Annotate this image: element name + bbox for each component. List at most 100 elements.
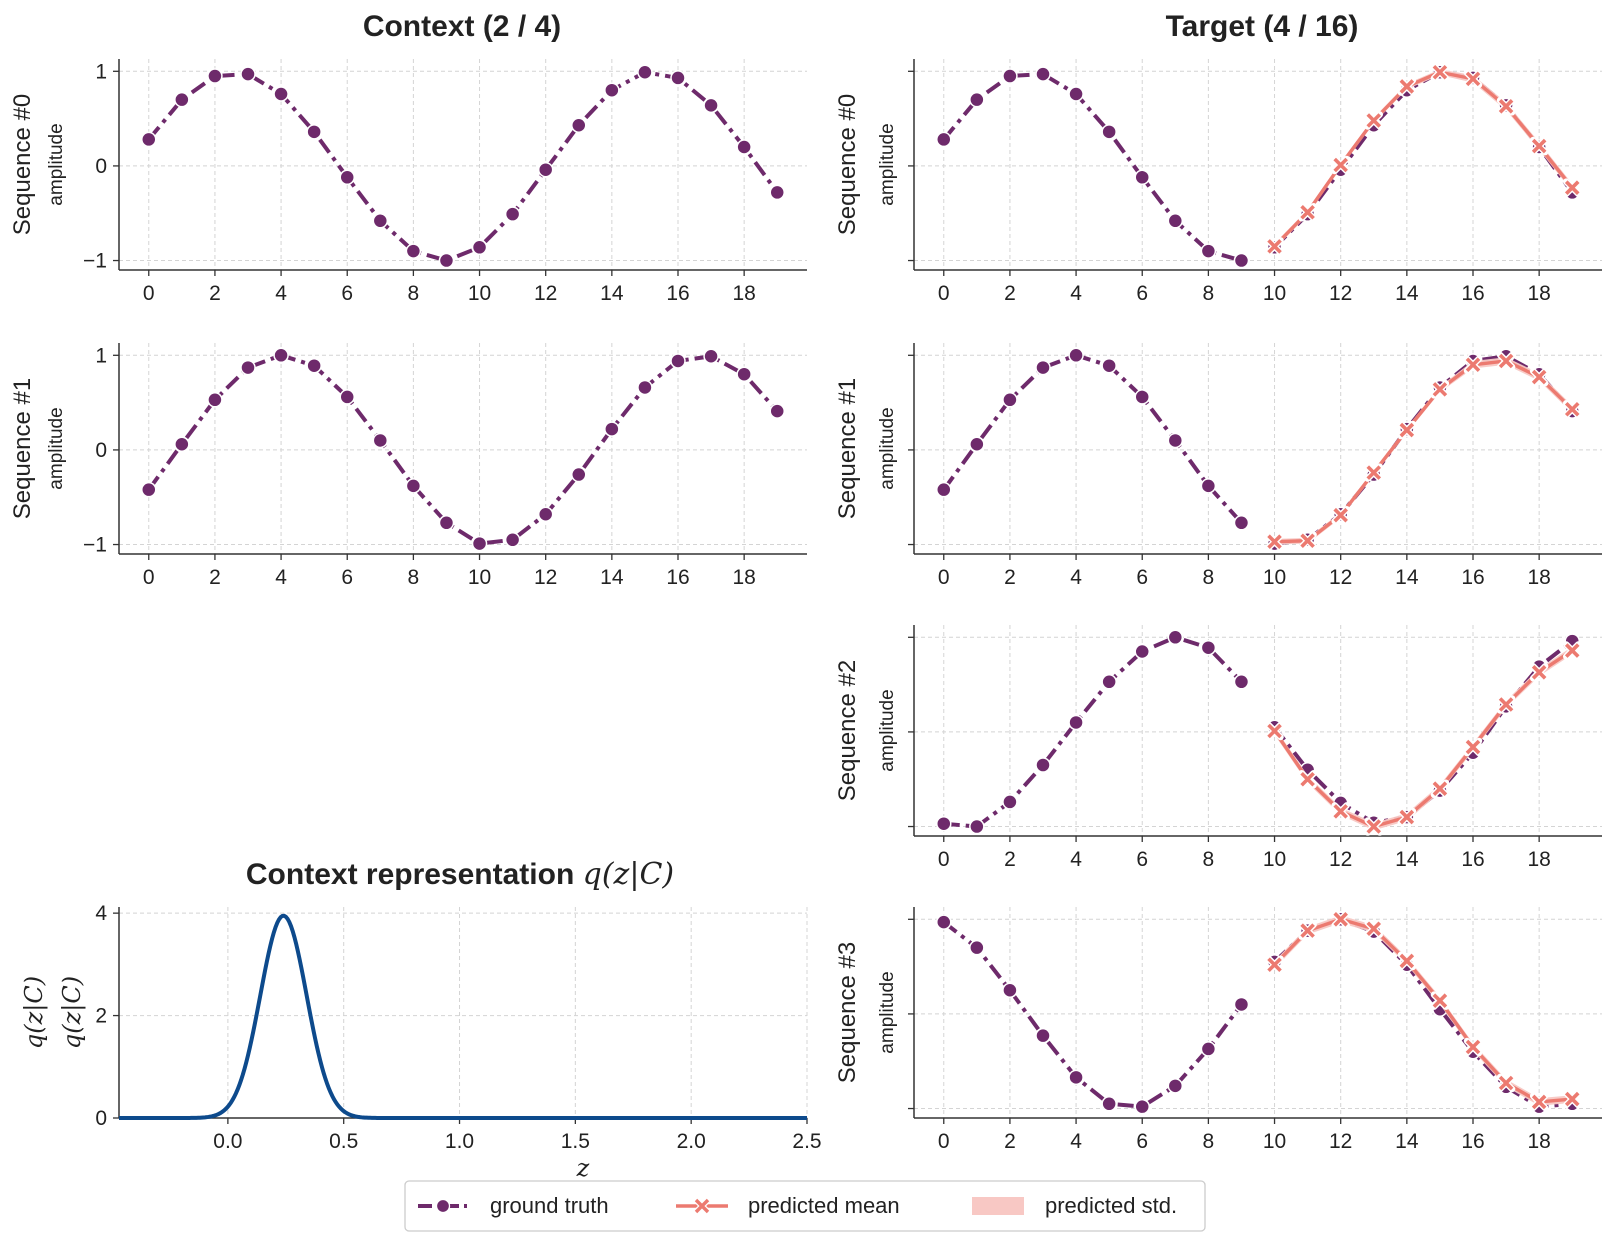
ground-truth-point [703, 348, 719, 364]
x-tick-label: 16 [666, 282, 689, 305]
predicted-mean-marker [1465, 357, 1481, 373]
ground-truth-point [1068, 347, 1084, 364]
y-axis-label: amplitude [46, 407, 67, 489]
predicted-mean-marker [1432, 993, 1448, 1008]
context-representation-panel: 0.0 0.5 1.0 1.5 2.0 2.5 0 2 4 q(z|C) q(z|C) z [20, 902, 822, 1182]
ground-truth-point [1167, 432, 1184, 449]
x-tick-label: 8 [1203, 566, 1215, 589]
ground-truth-line [942, 353, 1243, 525]
x-tick-label: 0 [938, 566, 950, 589]
predicted-mean-line [1274, 359, 1574, 544]
x-tick-label: 12 [1329, 282, 1352, 305]
x-tick-label: 2 [1004, 282, 1016, 305]
predicted-mean-marker [1267, 239, 1282, 254]
ground-truth-point [273, 86, 289, 102]
ground-truth-point [306, 357, 322, 374]
x-tick-label: 2.0 [677, 1130, 706, 1153]
predicted-mean-marker [1300, 533, 1315, 549]
legend-predicted-std-patch [972, 1197, 1024, 1215]
legend-ground-truth-label: ground truth [490, 1193, 609, 1218]
x-tick-label: 18 [732, 566, 755, 589]
ground-truth-point [736, 366, 752, 382]
x-tick-label: 8 [408, 282, 420, 305]
ground-truth-point [1233, 252, 1250, 269]
x-tick-label: 10 [468, 282, 491, 305]
x-tick-label: 16 [1461, 1130, 1484, 1153]
y-axis-label: amplitude [877, 971, 898, 1053]
row-label: q(z|C) [20, 976, 49, 1049]
x-tick-label: 4 [1070, 848, 1082, 871]
predicted-std-band [1274, 915, 1573, 1106]
predicted-std-band [1274, 357, 1573, 545]
ground-truth-point [969, 818, 985, 835]
y-tick-label: 0 [95, 1107, 107, 1130]
predicted-mean-marker [1564, 180, 1580, 195]
ground-truth-point [969, 91, 985, 108]
representation-title: Context representation q(z|C) [246, 857, 674, 892]
ground-truth-point [207, 68, 223, 84]
x-tick-label: 0 [938, 848, 950, 871]
x-tick-label: 4 [275, 282, 287, 305]
ground-truth-point [1233, 515, 1250, 531]
row-label: Sequence #1 [834, 378, 861, 519]
x-tick-label: 4 [1070, 1130, 1082, 1153]
predicted-mean-marker [1366, 921, 1382, 937]
x-tick-label: 12 [534, 282, 557, 305]
y-tick-label: 4 [95, 902, 107, 925]
predicted-mean-marker [1333, 507, 1348, 523]
ground-truth-point [604, 82, 620, 98]
y-axis-label: amplitude [46, 123, 67, 205]
ground-truth-point [936, 914, 952, 930]
x-tick-label: 0 [143, 282, 155, 305]
ground-truth-point [1101, 674, 1117, 690]
predicted-mean-marker [1399, 79, 1415, 94]
predicted-mean-marker [1498, 99, 1514, 114]
x-tick-label: 18 [1527, 566, 1550, 589]
ground-truth-point [1134, 169, 1150, 186]
y-tick-label: 1 [95, 60, 107, 83]
x-tick-label: 2 [1004, 566, 1016, 589]
x-tick-label: 1.0 [445, 1130, 474, 1153]
legend-predicted-mean-label: predicted mean [748, 1193, 900, 1218]
ground-truth-point [1200, 1041, 1217, 1057]
ground-truth-point [1101, 124, 1117, 140]
predicted-mean-marker [1531, 369, 1547, 385]
ground-truth-point [1200, 639, 1217, 656]
predicted-mean-marker [1267, 534, 1282, 549]
y-tick-label: −1 [83, 534, 107, 557]
x-tick-label: 0.0 [213, 1130, 242, 1153]
ground-truth-point [504, 532, 521, 548]
ground-truth-point [571, 117, 587, 133]
density-curve [119, 913, 807, 1120]
y-axis-label: amplitude [877, 407, 898, 489]
ground-truth-point [670, 353, 686, 369]
representation-title-text: Context representation [246, 858, 583, 891]
x-tick-label: 16 [1461, 566, 1484, 589]
x-tick-label: 6 [341, 282, 353, 305]
ground-truth-point [936, 131, 952, 148]
predicted-mean-marker [1366, 465, 1382, 480]
x-tick-label: 2 [1004, 1130, 1016, 1153]
predicted-mean-marker [1267, 957, 1282, 972]
y-axis-label: amplitude [877, 123, 898, 205]
legend-ground-truth-marker [435, 1198, 451, 1214]
legend-predicted-std-label: predicted std. [1045, 1193, 1177, 1218]
x-tick-label: 0.5 [329, 1130, 358, 1153]
x-tick-label: 14 [1395, 566, 1419, 589]
ground-truth-point [273, 347, 289, 364]
x-tick-label: 10 [1263, 566, 1286, 589]
ground-truth-point [1200, 478, 1217, 494]
ground-truth-point [969, 939, 985, 956]
target-seq-0-panel: 0 2 4 6 8 10 12 14 16 18 Sequence #0 amplitude [834, 59, 1602, 305]
row-label: Sequence #2 [834, 660, 861, 801]
ground-truth-point [969, 436, 985, 452]
x-tick-label: 8 [408, 566, 420, 589]
row-label: Sequence #1 [9, 378, 36, 519]
x-tick-label: 18 [1527, 282, 1550, 305]
ground-truth-point [670, 70, 686, 86]
context-seq-1-panel: 0 2 4 6 8 10 12 14 16 18 −1 0 1 Sequence #1 amplitude [9, 343, 807, 589]
row-label: Sequence #0 [9, 94, 36, 235]
ground-truth-point [306, 124, 322, 140]
predicted-mean-line [1273, 70, 1574, 248]
